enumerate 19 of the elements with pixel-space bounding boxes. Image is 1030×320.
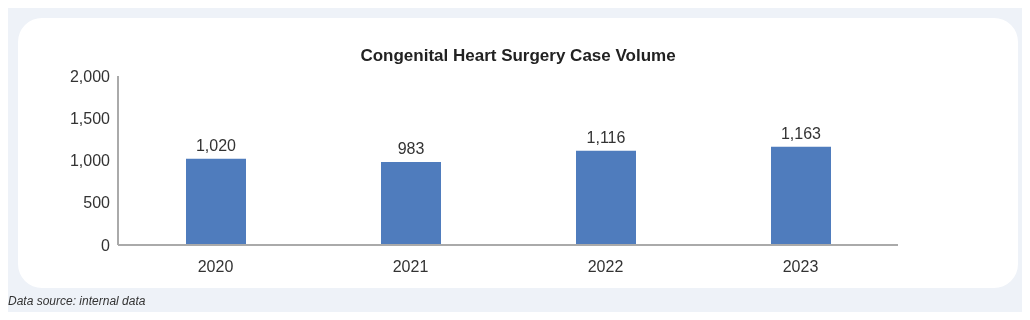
y-tick-label: 2,000	[69, 67, 111, 85]
bar	[381, 161, 441, 245]
y-tick-label: 1,500	[69, 109, 111, 127]
source-note: Data source: internal data	[8, 294, 146, 308]
data-label: 1,116	[586, 128, 626, 146]
chart-title: Congenital Heart Surgery Case Volume	[359, 46, 677, 66]
data-label: 1,163	[780, 124, 822, 142]
data-label: 1,020	[195, 136, 237, 154]
bar	[576, 150, 636, 245]
y-tick-label: 1,000	[69, 152, 111, 170]
y-tick-label: 0	[101, 236, 111, 254]
bar	[771, 146, 831, 245]
x-tick-label: 2023	[782, 258, 819, 276]
data-label: 983	[397, 139, 425, 157]
x-tick-label: 2021	[392, 258, 429, 276]
x-tick-label: 2020	[197, 258, 234, 276]
bar	[186, 158, 246, 245]
y-tick-label: 500	[83, 194, 111, 212]
x-tick-label: 2022	[587, 258, 624, 276]
